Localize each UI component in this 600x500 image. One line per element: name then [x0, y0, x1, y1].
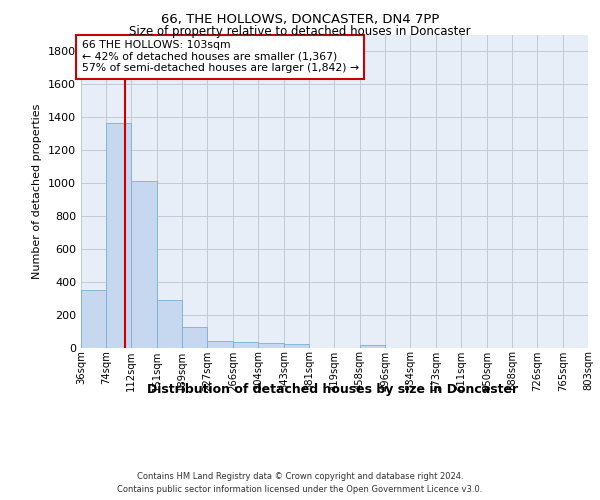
Bar — [157, 300, 182, 348]
Text: 66, THE HOLLOWS, DONCASTER, DN4 7PP: 66, THE HOLLOWS, DONCASTER, DN4 7PP — [161, 12, 439, 26]
Bar — [233, 342, 258, 347]
Text: Size of property relative to detached houses in Doncaster: Size of property relative to detached ho… — [129, 25, 471, 38]
Y-axis label: Number of detached properties: Number of detached properties — [32, 104, 43, 279]
Bar — [106, 122, 131, 348]
Bar — [207, 341, 233, 347]
Bar — [131, 181, 157, 348]
Bar — [81, 290, 106, 348]
Text: 66 THE HOLLOWS: 103sqm
← 42% of detached houses are smaller (1,367)
57% of semi-: 66 THE HOLLOWS: 103sqm ← 42% of detached… — [82, 40, 359, 73]
Text: Contains HM Land Registry data © Crown copyright and database right 2024.
Contai: Contains HM Land Registry data © Crown c… — [118, 472, 482, 494]
Bar — [284, 344, 309, 348]
Bar — [258, 343, 284, 347]
Bar — [360, 344, 385, 348]
Text: Distribution of detached houses by size in Doncaster: Distribution of detached houses by size … — [148, 382, 518, 396]
Bar — [182, 326, 207, 347]
